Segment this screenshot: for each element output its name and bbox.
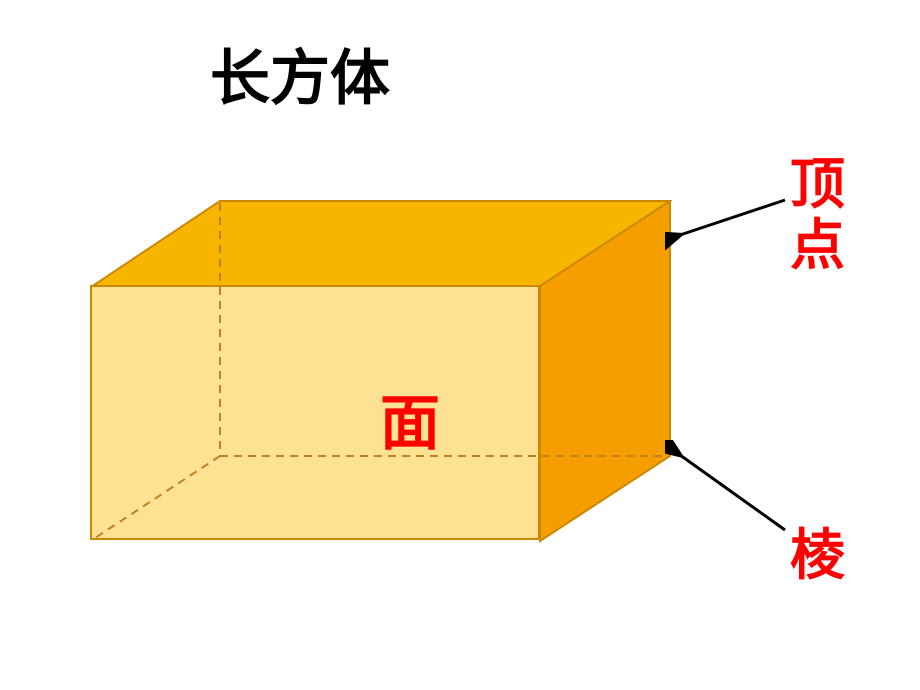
front-face xyxy=(90,285,540,540)
face-label: 面 xyxy=(380,375,440,462)
diagram-title: 长方体 xyxy=(210,30,390,117)
cuboid-diagram: 顶 点 面 棱 xyxy=(90,200,690,580)
vertex-label-char1: 顶 xyxy=(790,155,845,216)
edge-label: 棱 xyxy=(790,510,845,590)
right-face xyxy=(538,200,673,545)
right-face-polygon xyxy=(540,201,670,541)
vertex-label-char2: 点 xyxy=(790,216,845,277)
vertex-arrow xyxy=(665,190,795,250)
edge-arrow xyxy=(665,440,795,540)
vertex-label: 顶 点 xyxy=(790,155,845,276)
